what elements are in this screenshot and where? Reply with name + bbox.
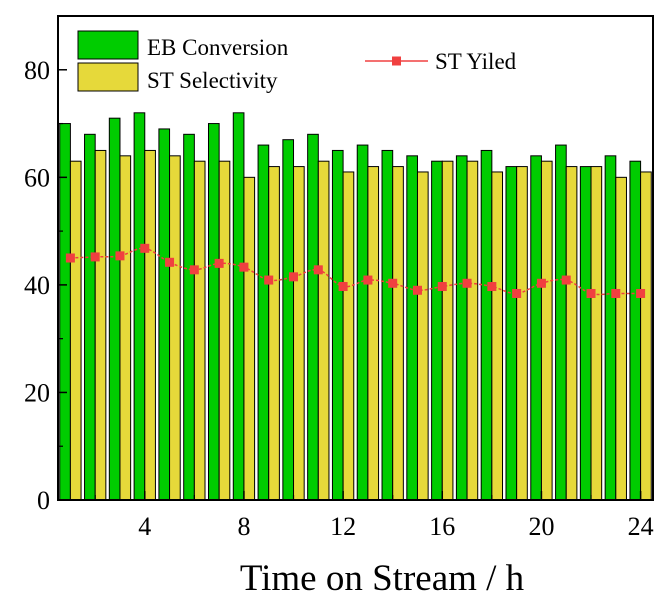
yield-point-22 (586, 288, 596, 298)
x-tick-label-12: 12 (330, 512, 356, 541)
yield-point-20 (536, 278, 546, 288)
yield-point-8 (239, 262, 249, 272)
bar-eb-conversion-15 (406, 155, 418, 501)
bar-st-selectivity-8 (243, 176, 256, 501)
bar-st-selectivity-23 (615, 176, 627, 501)
bar-eb-conversion-5 (158, 128, 171, 501)
bar-st-selectivity-19 (516, 166, 528, 501)
legend-marker-st-yiled (392, 56, 401, 66)
axes (57, 15, 654, 501)
bar-st-selectivity-11 (317, 160, 330, 501)
bar-st-selectivity-22 (590, 166, 603, 501)
yield-point-3 (115, 251, 125, 261)
legend-swatch-st-selectivity (77, 62, 139, 92)
x-axis-title: Time on Stream / h (240, 558, 525, 595)
yield-point-23 (611, 288, 621, 298)
bar-st-selectivity-12 (342, 171, 355, 501)
legend-label-st-yiled: ST Yiled (435, 49, 517, 74)
bar-eb-conversion-18 (480, 149, 493, 501)
bar-eb-conversion-9 (257, 144, 270, 501)
y-tick-label-0: 0 (37, 486, 50, 515)
bar-st-selectivity-16 (441, 160, 454, 501)
bar-st-selectivity-14 (392, 166, 404, 501)
yield-point-18 (487, 282, 497, 291)
bar-st-selectivity-1 (69, 160, 82, 501)
bar-st-selectivity-7 (218, 160, 231, 501)
y-tick-labels: 0 20 40 60 80 (24, 56, 50, 515)
yield-point-15 (412, 285, 422, 295)
bar-st-selectivity-21 (565, 166, 578, 501)
bar-eb-conversion-24 (629, 160, 642, 501)
yield-point-7 (214, 258, 224, 268)
x-tick-label-4: 4 (138, 512, 151, 541)
bar-eb-conversion-6 (183, 133, 195, 501)
legend-label-eb-conversion: EB Conversion (147, 35, 289, 60)
x-tick-label-16: 16 (429, 512, 455, 541)
y-tick-label-20: 20 (24, 378, 50, 407)
bar-eb-conversion-2 (84, 133, 96, 501)
bar-st-selectivity-17 (466, 160, 479, 501)
bar-st-selectivity-2 (94, 149, 107, 501)
bar-st-selectivity-13 (367, 166, 380, 501)
bar-st-selectivity-24 (640, 171, 652, 501)
yield-point-21 (561, 275, 571, 285)
bar-st-selectivity-9 (268, 166, 280, 501)
bar-eb-conversion-10 (282, 139, 295, 501)
yield-point-2 (90, 252, 100, 262)
bar-st-selectivity-4 (144, 149, 156, 501)
bar-eb-conversion-8 (232, 112, 245, 501)
bar-eb-conversion-1 (59, 123, 71, 501)
yield-point-10 (289, 272, 299, 282)
x-tick-label-20: 20 (528, 512, 554, 541)
bar-eb-conversion-14 (381, 149, 394, 501)
plot-area (58, 16, 653, 500)
x-tick-labels: 4 8 12 16 20 24 (138, 512, 653, 541)
bar-eb-conversion-13 (356, 144, 369, 501)
bar-eb-conversion-11 (307, 133, 319, 501)
bar-eb-conversion-17 (455, 155, 468, 501)
x-tick-label-24: 24 (628, 512, 654, 541)
bar-eb-conversion-20 (530, 155, 542, 501)
x-tick-label-8: 8 (237, 512, 250, 541)
y-tick-label-80: 80 (24, 56, 50, 85)
yield-point-9 (264, 275, 274, 285)
legend-swatch-eb-conversion (77, 30, 139, 60)
yield-point-4 (140, 243, 150, 253)
yield-point-11 (313, 265, 323, 275)
yield-line (65, 243, 646, 298)
bar-st-selectivity-15 (416, 171, 429, 501)
bar-eb-conversion-23 (604, 155, 617, 501)
bar-eb-conversion-21 (555, 144, 567, 501)
bar-eb-conversion-22 (579, 166, 592, 501)
bar-eb-conversion-4 (133, 112, 146, 501)
yield-point-17 (462, 278, 472, 288)
bar-st-selectivity-10 (293, 166, 305, 501)
y-tick-label-40: 40 (24, 271, 50, 300)
yield-point-13 (363, 275, 373, 285)
yield-point-12 (338, 282, 348, 291)
yield-point-16 (437, 282, 447, 291)
plot-background (58, 16, 653, 500)
bar-st-selectivity-5 (169, 155, 181, 501)
yield-point-14 (388, 278, 398, 288)
bar-eb-conversion-12 (331, 149, 344, 501)
bar-eb-conversion-3 (108, 117, 121, 501)
y-tick-label-60: 60 (24, 163, 50, 192)
yield-point-5 (165, 257, 175, 267)
bar-st-selectivity-18 (491, 171, 504, 501)
bar-eb-conversion-19 (505, 166, 518, 501)
yield-point-19 (512, 288, 522, 298)
bar-eb-conversion-16 (431, 160, 443, 501)
legend: EB Conversion ST Selectivity ST Yiled (77, 30, 517, 93)
bar-eb-conversion-7 (207, 123, 220, 501)
legend-label-st-selectivity: ST Selectivity (147, 68, 278, 93)
bar-st-selectivity-6 (193, 160, 206, 501)
plot-frame (57, 15, 654, 501)
bar-st-selectivity-3 (119, 155, 132, 501)
yield-point-1 (65, 253, 75, 263)
yield-point-24 (636, 288, 646, 298)
yield-point-6 (189, 265, 199, 275)
bar-st-selectivity-20 (540, 160, 553, 501)
